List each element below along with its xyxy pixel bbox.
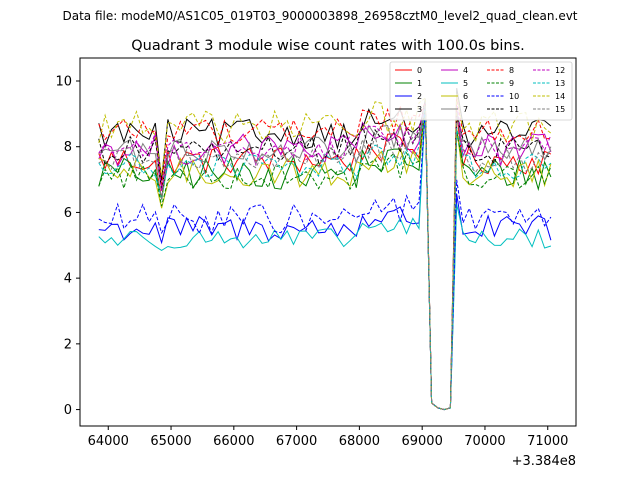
- legend-label-9: 9: [509, 79, 514, 88]
- legend-box: [389, 61, 573, 121]
- legend-label-15: 15: [555, 105, 565, 114]
- legend-label-10: 10: [509, 92, 519, 101]
- series-line-14: [98, 93, 552, 411]
- x-tick-label-70000: 70000: [464, 434, 505, 449]
- legend-label-7: 7: [463, 105, 468, 114]
- legend-label-12: 12: [555, 66, 565, 75]
- legend-label-2: 2: [417, 92, 422, 101]
- x-tick-label-69000: 69000: [401, 434, 442, 449]
- x-tick-label-64000: 64000: [88, 434, 129, 449]
- series-line-10: [98, 109, 552, 411]
- y-tick-label-10: 10: [55, 75, 72, 90]
- x-tick-label-67000: 67000: [276, 434, 317, 449]
- plot-frame: [79, 57, 577, 427]
- y-tick-label-0: 0: [64, 403, 72, 418]
- series-line-12: [98, 102, 552, 411]
- y-tick-label-8: 8: [64, 140, 72, 155]
- x-tick-label-65000: 65000: [150, 434, 191, 449]
- legend-label-11: 11: [509, 105, 519, 114]
- legend-label-0: 0: [417, 66, 422, 75]
- legend-label-6: 6: [463, 92, 468, 101]
- legend-label-13: 13: [555, 79, 565, 88]
- y-tick-label-4: 4: [64, 272, 72, 287]
- y-tick-label-6: 6: [64, 206, 72, 221]
- chart-title: Quadrant 3 module wise count rates with …: [131, 38, 525, 54]
- x-tick-label-68000: 68000: [339, 434, 380, 449]
- series-line-5: [98, 104, 552, 411]
- series-line-15: [98, 101, 552, 411]
- x-axis: 64000 65000 66000 67000 68000 69000 70000 71000: [88, 426, 568, 449]
- legend-label-1: 1: [417, 79, 422, 88]
- legend-label-3: 3: [417, 105, 422, 114]
- series-line-13: [98, 107, 552, 411]
- x-tick-label-66000: 66000: [213, 434, 254, 449]
- y-tick-label-2: 2: [64, 337, 72, 352]
- legend-label-8: 8: [509, 66, 514, 75]
- legend-label-5: 5: [463, 79, 468, 88]
- series-line-2: [98, 106, 552, 411]
- series-line-11: [98, 100, 552, 411]
- chart-suptitle: Data file: modeM0/AS1C05_019T03_90000038…: [62, 9, 577, 23]
- legend-label-14: 14: [555, 92, 565, 101]
- y-axis: 0 2 4 6 8 10: [55, 75, 80, 418]
- x-tick-label-71000: 71000: [527, 434, 568, 449]
- series-layer: [98, 88, 552, 411]
- series-line-8: [98, 96, 551, 411]
- series-line-9: [98, 106, 552, 411]
- x-offset-label: +3.384e8: [512, 454, 576, 469]
- legend-label-4: 4: [463, 66, 468, 75]
